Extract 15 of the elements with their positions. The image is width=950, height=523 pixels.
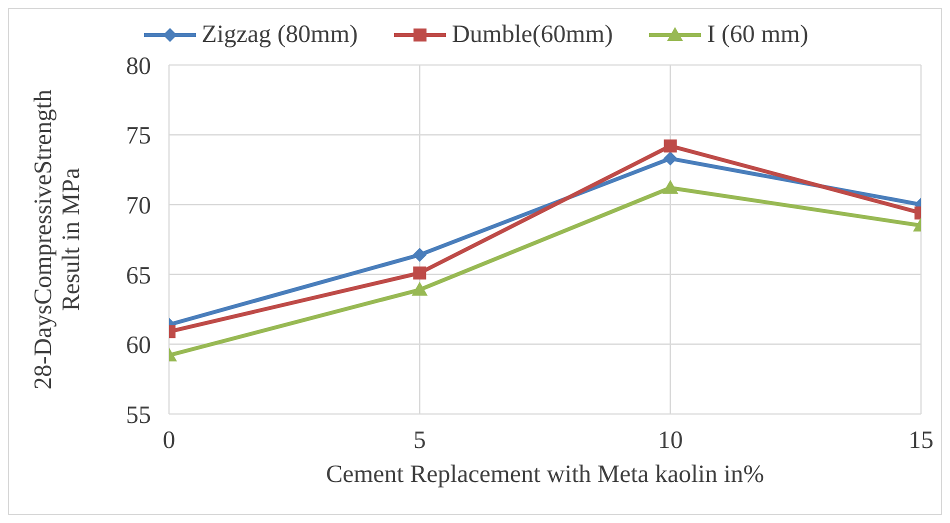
y-tick-label: 55 <box>126 402 151 429</box>
y-tick-label: 75 <box>126 122 151 150</box>
x-tick-label: 5 <box>413 426 426 454</box>
legend-label: Dumble(60mm) <box>452 21 613 49</box>
y-tick-label: 80 <box>126 52 151 80</box>
legend-label: I (60 mm) <box>706 21 808 49</box>
legend-label: Zigzag (80mm) <box>202 21 358 49</box>
x-tick-label: 0 <box>162 426 176 454</box>
y-axis-title: 28-DaysCompressiveStrength Result in MPa <box>30 89 85 390</box>
y-tick-label: 60 <box>126 332 151 360</box>
x-axis-title: Cement Replacement with Meta kaolin in% <box>326 461 764 488</box>
y-tick-label: 70 <box>126 192 151 220</box>
y-tick-label: 65 <box>126 262 151 290</box>
x-tick-label: 15 <box>908 426 934 454</box>
x-tick-label: 10 <box>658 426 683 454</box>
